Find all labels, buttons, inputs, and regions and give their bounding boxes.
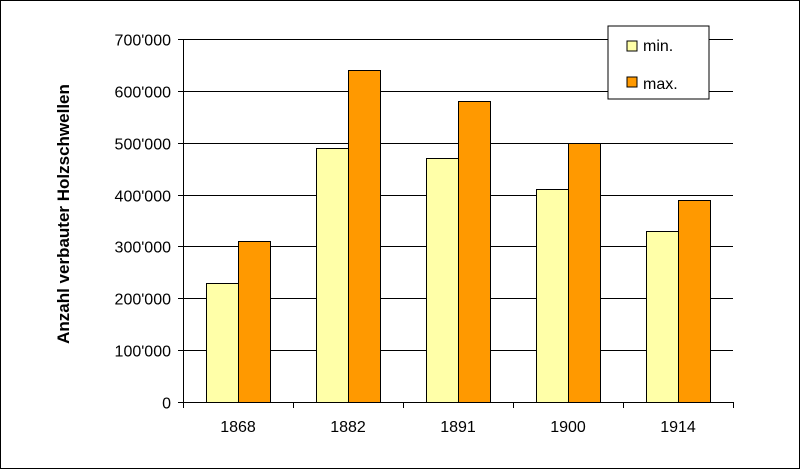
x-tick-label: 1891 (440, 419, 476, 436)
y-tick-label: 600'000 (115, 85, 172, 102)
y-tick-labels: 0 100'000 200'000 300'000 400'000 500'000 600'… (115, 33, 172, 413)
bar-min-1914 (646, 231, 679, 403)
x-tick-label: 1914 (660, 419, 696, 436)
y-tick-label: 0 (162, 396, 171, 413)
legend-swatch-max (626, 76, 638, 88)
bar-max-1868 (238, 241, 271, 403)
bar-max-1891 (458, 101, 491, 403)
y-tick-label: 500'000 (115, 137, 172, 154)
bar-min-1891 (426, 158, 459, 403)
y-tick-label: 400'000 (115, 189, 172, 206)
bar-max-1914 (678, 200, 711, 403)
legend-label-max: max. (643, 76, 678, 93)
x-tick-label: 1868 (220, 419, 256, 436)
legend-swatch-min (626, 40, 638, 52)
bar-max-1900 (568, 143, 601, 403)
axes (178, 39, 734, 408)
bars (206, 70, 711, 403)
x-tick-label: 1900 (550, 419, 586, 436)
x-tick-labels: 1868 1882 1891 1900 1914 (220, 419, 696, 436)
legend-label-min: min. (643, 38, 673, 55)
y-tick-label: 200'000 (115, 292, 172, 309)
y-tick-label: 100'000 (115, 344, 172, 361)
bar-min-1900 (536, 189, 569, 403)
y-tick-label: 700'000 (115, 33, 172, 50)
bar-min-1882 (316, 148, 349, 403)
y-axis-title: Anzahl verbauter Holzschwellen (54, 84, 73, 344)
legend: min. max. (607, 25, 710, 100)
bar-max-1882 (348, 70, 381, 403)
bar-min-1868 (206, 283, 239, 403)
x-tick-label: 1882 (330, 419, 366, 436)
legend-box (607, 25, 710, 100)
y-tick-label: 300'000 (115, 240, 172, 257)
